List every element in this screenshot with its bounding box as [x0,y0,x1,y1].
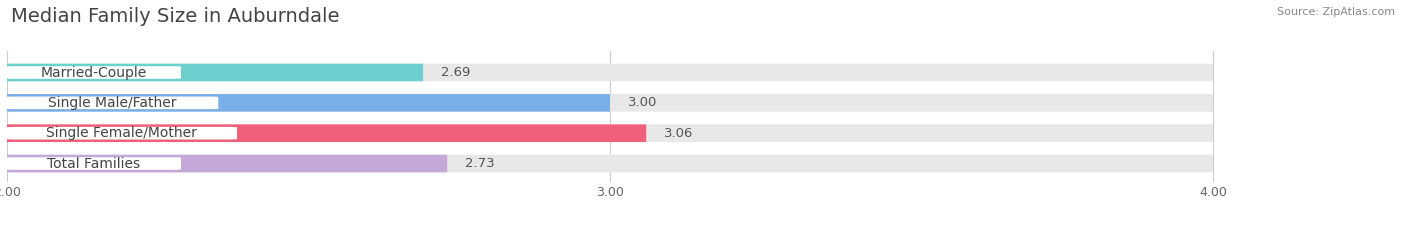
FancyBboxPatch shape [7,124,1213,142]
FancyBboxPatch shape [7,94,610,112]
Text: 2.73: 2.73 [465,157,495,170]
Text: Source: ZipAtlas.com: Source: ZipAtlas.com [1277,7,1395,17]
Text: Single Male/Father: Single Male/Father [48,96,176,110]
Text: Married-Couple: Married-Couple [41,65,146,79]
Text: 3.00: 3.00 [628,96,658,109]
FancyBboxPatch shape [7,155,1213,172]
FancyBboxPatch shape [6,126,238,140]
Text: Total Families: Total Families [46,157,141,171]
FancyBboxPatch shape [7,155,447,172]
FancyBboxPatch shape [7,64,1213,81]
Text: 3.06: 3.06 [664,127,693,140]
Text: 2.69: 2.69 [441,66,471,79]
FancyBboxPatch shape [7,124,647,142]
FancyBboxPatch shape [6,96,219,110]
Text: Single Female/Mother: Single Female/Mother [46,126,197,140]
FancyBboxPatch shape [6,65,181,80]
Text: Median Family Size in Auburndale: Median Family Size in Auburndale [11,7,340,26]
FancyBboxPatch shape [7,94,1213,112]
FancyBboxPatch shape [7,64,423,81]
FancyBboxPatch shape [6,156,181,171]
